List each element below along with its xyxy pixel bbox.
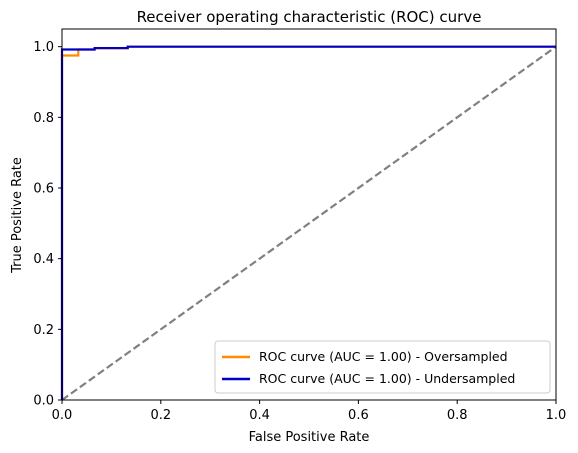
series-line-diagonal — [61, 45, 557, 401]
x-tick-label: 0.6 — [348, 408, 369, 423]
y-axis-ticks: 0.0 0.2 0.4 0.6 0.8 1.0 — [33, 40, 62, 409]
x-axis-ticks: 0.0 0.2 0.4 0.6 0.8 1.0 — [52, 400, 567, 423]
x-tick-label: 0.4 — [249, 408, 270, 423]
y-tick-label: 0.4 — [33, 252, 54, 267]
y-tick-label: 0.0 — [33, 394, 54, 409]
y-axis-label: True Positive Rate — [10, 157, 25, 274]
legend: ROC curve (AUC = 1.00) - Oversampled ROC… — [214, 340, 551, 394]
x-tick-label: 0.0 — [52, 408, 73, 423]
chart-title: Receiver operating characteristic (ROC) … — [137, 8, 482, 26]
y-tick-label: 0.6 — [33, 182, 54, 197]
x-tick-label: 0.2 — [150, 408, 171, 423]
legend-label-oversampled: ROC curve (AUC = 1.00) - Oversampled — [259, 349, 508, 364]
y-tick-label: 1.0 — [33, 40, 54, 55]
plot-frame — [61, 28, 557, 401]
x-tick-label: 0.8 — [447, 408, 468, 423]
y-tick-label: 0.8 — [33, 111, 54, 126]
legend-label-undersampled: ROC curve (AUC = 1.00) - Undersampled — [259, 371, 515, 386]
legend-box — [214, 340, 551, 394]
x-axis-label: False Positive Rate — [249, 430, 370, 445]
x-tick-label: 1.0 — [546, 408, 567, 423]
y-tick-label: 0.2 — [33, 323, 54, 338]
